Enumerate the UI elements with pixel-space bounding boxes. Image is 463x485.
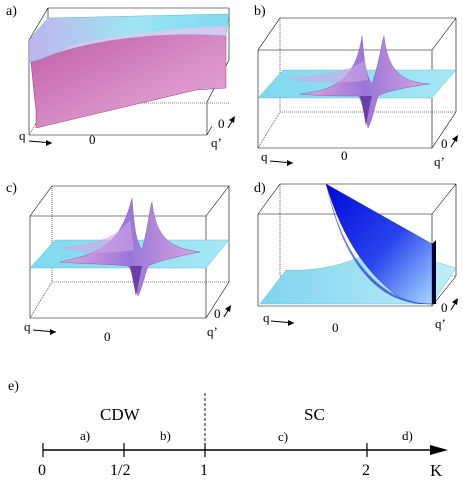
panel-c-surface-dip [130,266,142,296]
panel-a-qprime-label: q’ [211,135,222,150]
panel-b-qprime-label: q’ [434,154,445,169]
panel-e: e) CDW SC a) b) c) d) 0 1/2 1 2 K [8,379,448,480]
panel-b-origin: 0 [341,148,348,163]
panel-d-surface-edge [432,240,436,304]
panel-b-surface-ridge [285,60,368,83]
panel-b: b) q 0 0 q’ [254,4,458,169]
region-d-label: d) [402,428,413,443]
k-axis-ticks [42,443,368,457]
panel-d: d) q 0 0 q’ [254,181,458,335]
panel-b-label: b) [254,4,266,19]
region-c-label: c) [278,429,288,444]
panel-d-q-arrowhead [288,320,294,326]
panel-a-q-arrowhead [46,140,52,146]
panel-d-origin: 0 [332,320,339,335]
panel-c-qprime-label: q’ [207,324,218,339]
tick-0-label: 0 [38,462,46,479]
panel-b-origin-right: 0 [441,136,448,151]
panel-b-q-label: q [261,149,268,164]
k-axis-arrowhead [430,445,448,455]
panel-c-origin: 0 [104,329,111,344]
tick-half-label: 1/2 [110,462,130,479]
panel-b-q-arrowhead [287,160,293,166]
panel-a: a) q 0 0 q’ [6,4,235,150]
panel-c-origin-right: 0 [214,306,221,321]
panel-c: c) q 0 0 q’ [6,181,231,344]
panel-a-qprime-arrowhead [229,116,235,123]
panel-d-qprime-label: q’ [435,316,446,331]
panel-d-surface-shade [326,184,432,304]
region-b-label: b) [160,428,171,443]
panel-a-front-edge [206,125,213,136]
panel-d-origin-right: 0 [441,300,448,315]
panel-a-label: a) [6,4,17,19]
panel-c-surface-ridge [58,220,134,253]
panel-d-qprime-arrowhead [452,298,458,305]
tick-2-label: 2 [362,462,370,479]
panel-c-qprime-arrowhead [225,305,231,312]
panel-a-origin-right: 0 [218,116,225,131]
region-a-label: a) [80,428,90,443]
panel-d-q-label: q [263,310,270,325]
panel-c-q-arrowhead [50,329,56,335]
panel-c-label: c) [6,181,17,196]
panel-e-label: e) [8,379,19,394]
panel-a-surface-fold [60,26,226,52]
panel-b-box [257,17,457,149]
tick-1-label: 1 [200,462,208,479]
panel-d-label: d) [254,181,266,196]
panel-b-surface-dip [360,96,372,126]
k-axis-label: K [430,461,443,480]
panel-d-surface-wall [325,183,433,305]
phase-cdw-label: CDW [100,405,141,424]
panel-c-q-label: q [24,319,31,334]
panel-a-origin: 0 [89,132,96,147]
phase-sc-label: SC [304,405,325,424]
panel-a-q-label: q [19,128,26,143]
panel-b-qprime-arrowhead [452,135,458,142]
